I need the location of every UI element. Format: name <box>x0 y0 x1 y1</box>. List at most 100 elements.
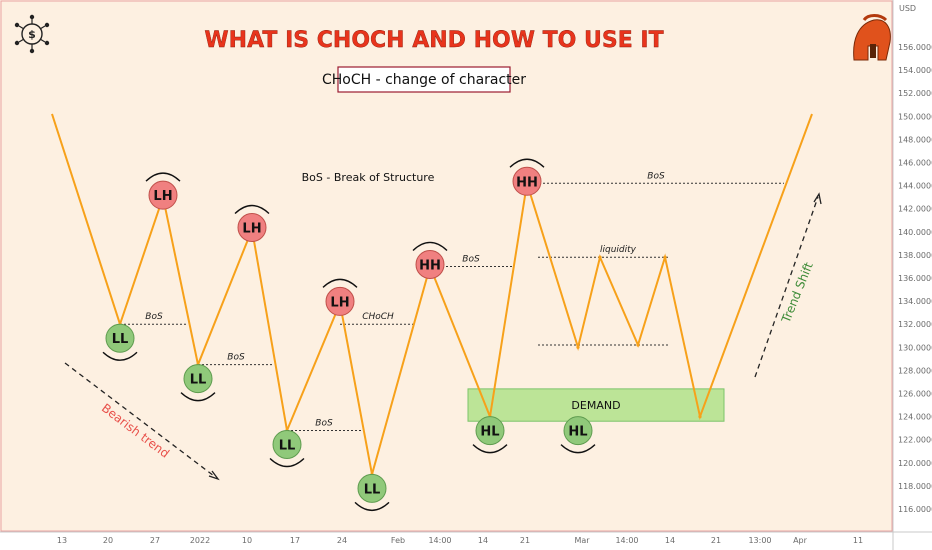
time-tick-label: 14:00 <box>615 536 638 545</box>
swing-node-label: LH <box>153 189 172 204</box>
time-tick-label: 13:00 <box>748 536 771 545</box>
time-tick-label: 11 <box>853 536 863 545</box>
time-tick-label: 20 <box>103 536 113 545</box>
time-tick-label: 24 <box>337 536 347 545</box>
level-label: BoS <box>315 418 333 428</box>
price-tick-label: 124.00000 <box>898 413 932 422</box>
swing-node-circle <box>512 166 542 196</box>
swing-arc <box>234 204 270 214</box>
swing-arc <box>472 444 508 454</box>
trend-shift-arrow <box>754 192 822 378</box>
swing-arc <box>354 501 390 512</box>
level-label: BoS <box>462 254 480 264</box>
level-label: CHoCH <box>362 312 394 322</box>
time-tick-label: 14 <box>665 536 675 545</box>
swing-point <box>698 415 702 419</box>
swing-node-label: HL <box>568 425 587 440</box>
swing-node-circle <box>325 286 355 316</box>
swing-node-circle <box>105 323 135 353</box>
time-tick-label: 17 <box>290 536 300 545</box>
time-tick-label: 27 <box>150 536 160 545</box>
swing-node-circle <box>357 473 387 503</box>
price-tick-label: 156.00000 <box>898 43 932 52</box>
swing-arc <box>509 158 545 168</box>
time-tick-label: 14:00 <box>428 536 451 545</box>
price-tick-label: 122.00000 <box>898 436 932 445</box>
demand-zone-label: DEMAND <box>571 399 620 412</box>
swing-arc <box>145 172 181 182</box>
time-tick-label: Feb <box>391 536 405 545</box>
time-tick-label: 21 <box>711 536 721 545</box>
swing-node-label: LH <box>242 221 261 236</box>
price-tick-label: 136.00000 <box>898 274 932 283</box>
swing-node-label: LL <box>112 332 129 347</box>
time-axis: 13 20 27 2022 10 17 24 Feb 14:00 14 21 Mar 14:00 14 21… <box>57 536 863 545</box>
price-tick-label: 150.00000 <box>898 112 932 121</box>
swing-node-label: LH <box>330 295 349 310</box>
swing-node-label: HH <box>516 175 538 190</box>
swing-node-circle <box>563 416 593 446</box>
level-label: BoS <box>145 312 163 322</box>
swing-node-circle <box>272 429 302 459</box>
price-tick-label: 130.00000 <box>898 343 932 352</box>
swing-arc <box>412 241 448 251</box>
price-tick-label: 116.00000 <box>898 505 932 514</box>
price-axis-currency: USD <box>899 4 916 13</box>
time-tick-label: 10 <box>242 536 252 545</box>
time-tick-label: 13 <box>57 536 67 545</box>
bearish-trend-arrow <box>64 362 220 481</box>
swing-node-circle <box>148 180 178 210</box>
demand-zone-layer: DEMAND <box>467 388 725 422</box>
swing-node-circle <box>415 249 445 279</box>
subtitle-box <box>337 66 511 93</box>
time-tick-label: Mar <box>574 536 590 545</box>
swing-node-circle <box>183 364 213 394</box>
chart-title: WHAT IS CHOCH AND HOW TO USE IT <box>204 28 663 53</box>
swing-arc <box>322 278 358 288</box>
level-label: BoS <box>227 353 245 363</box>
swing-point <box>636 343 640 347</box>
bos-definition-note: BoS - Break of Structure <box>302 171 435 184</box>
time-tick-label: 21 <box>520 536 530 545</box>
price-tick-label: 142.00000 <box>898 205 932 214</box>
demand-zone-rect <box>467 388 725 422</box>
price-tick-label: 138.00000 <box>898 251 932 260</box>
price-axis: 156.00000 154.00000 152.00000 150.00000 148.… <box>898 43 932 514</box>
price-tick-label: 140.00000 <box>898 228 932 237</box>
subtitle-text: CHoCH - change of character <box>322 72 526 88</box>
price-tick-label: 120.00000 <box>898 459 932 468</box>
chart-border <box>0 0 893 532</box>
time-tick-label: Apr <box>793 536 808 545</box>
swing-arc <box>269 457 305 468</box>
price-tick-label: 148.00000 <box>898 135 932 144</box>
swing-point <box>576 345 580 349</box>
price-tick-label: 154.00000 <box>898 66 932 75</box>
svg-text:$: $ <box>28 28 36 41</box>
swing-node-label: HL <box>480 425 499 440</box>
price-tick-label: 118.00000 <box>898 482 932 491</box>
swing-point <box>663 255 667 259</box>
swing-node-label: LL <box>364 482 381 497</box>
swing-arc <box>102 351 138 361</box>
price-tick-label: 144.00000 <box>898 182 932 191</box>
price-tick-label: 126.00000 <box>898 390 932 399</box>
price-tick-label: 128.00000 <box>898 366 932 375</box>
price-tick-label: 146.00000 <box>898 159 932 168</box>
level-label: liquidity <box>600 245 637 255</box>
swing-node-circle <box>475 416 505 446</box>
swing-node-label: HH <box>419 258 441 273</box>
swing-arc <box>180 392 216 402</box>
swing-arc <box>560 444 596 454</box>
price-tick-label: 134.00000 <box>898 297 932 306</box>
swing-node-label: LL <box>190 373 207 388</box>
price-tick-label: 132.00000 <box>898 320 932 329</box>
swing-node-circle <box>237 212 267 242</box>
price-tick-label: 152.00000 <box>898 89 932 98</box>
time-tick-label: 14 <box>478 536 488 545</box>
spartan-helmet-logo-icon <box>853 14 891 61</box>
level-label: BoS <box>647 171 665 181</box>
swing-point <box>598 255 602 259</box>
brain-chip-logo-icon: $ <box>14 14 50 54</box>
